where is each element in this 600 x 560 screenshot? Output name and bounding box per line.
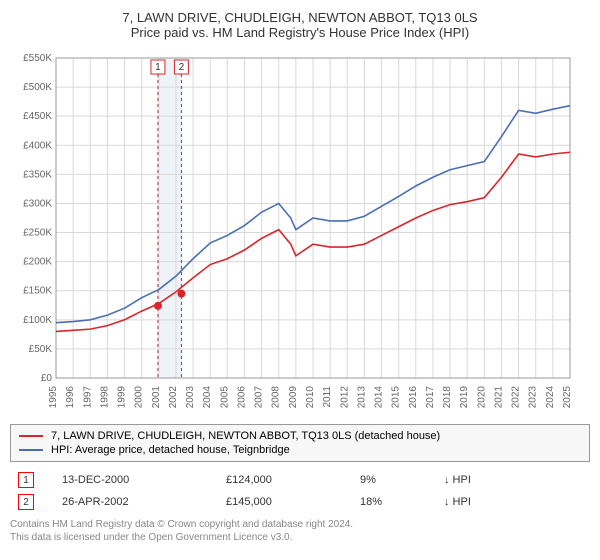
title-address: 7, LAWN DRIVE, CHUDLEIGH, NEWTON ABBOT, … [10, 10, 590, 25]
svg-text:£100K: £100K [23, 315, 52, 326]
svg-text:2000: 2000 [134, 386, 145, 409]
svg-text:2012: 2012 [339, 386, 350, 409]
svg-text:2004: 2004 [202, 386, 213, 409]
svg-text:2007: 2007 [254, 386, 265, 409]
svg-text:1997: 1997 [82, 386, 93, 409]
svg-text:2005: 2005 [219, 386, 230, 409]
legend-swatch [19, 449, 43, 451]
sale-marker: 1 [18, 472, 34, 488]
svg-text:2024: 2024 [545, 386, 556, 409]
sale-marker: 2 [18, 494, 34, 510]
svg-text:1996: 1996 [65, 386, 76, 409]
svg-text:2006: 2006 [236, 386, 247, 409]
svg-text:1: 1 [155, 62, 161, 73]
svg-text:2021: 2021 [493, 386, 504, 409]
svg-text:£350K: £350K [23, 169, 52, 180]
svg-text:2019: 2019 [459, 386, 470, 409]
title-subtitle: Price paid vs. HM Land Registry's House … [10, 25, 590, 40]
svg-text:£400K: £400K [23, 140, 52, 151]
svg-text:2014: 2014 [374, 386, 385, 409]
svg-text:2010: 2010 [305, 386, 316, 409]
sale-diff: 9% [354, 470, 436, 490]
legend-row: HPI: Average price, detached house, Teig… [19, 443, 581, 457]
sales-events-table: 1 13-DEC-2000£124,0009%↓ HPI 2 26-APR-2002£… [10, 468, 590, 514]
chart-legend: 7, LAWN DRIVE, CHUDLEIGH, NEWTON ABBOT, … [10, 424, 590, 462]
legend-row: 7, LAWN DRIVE, CHUDLEIGH, NEWTON ABBOT, … [19, 429, 581, 443]
svg-text:2016: 2016 [408, 386, 419, 409]
sale-diff: 18% [354, 492, 436, 512]
svg-text:2025: 2025 [562, 386, 573, 409]
svg-text:£450K: £450K [23, 111, 52, 122]
svg-text:£50K: £50K [29, 344, 53, 355]
svg-text:£150K: £150K [23, 286, 52, 297]
price-chart: £0 £50K £100K £150K £200K £250K £300K £350K £400… [10, 48, 590, 418]
legend-label: 7, LAWN DRIVE, CHUDLEIGH, NEWTON ABBOT, … [51, 430, 440, 442]
footer-attribution: Contains HM Land Registry data © Crown c… [10, 518, 590, 544]
svg-text:1998: 1998 [99, 386, 110, 409]
svg-text:2020: 2020 [476, 386, 487, 409]
sale-vs-hpi: ↓ HPI [438, 470, 588, 490]
svg-text:£500K: £500K [23, 82, 52, 93]
svg-text:2002: 2002 [168, 386, 179, 409]
sale-date: 13-DEC-2000 [56, 470, 218, 490]
sale-vs-hpi: ↓ HPI [438, 492, 588, 512]
legend-label: HPI: Average price, detached house, Teig… [51, 444, 290, 456]
table-row: 2 26-APR-2002£145,00018%↓ HPI [12, 492, 588, 512]
svg-text:2003: 2003 [185, 386, 196, 409]
chart-title-block: 7, LAWN DRIVE, CHUDLEIGH, NEWTON ABBOT, … [10, 10, 590, 40]
svg-text:£0: £0 [41, 373, 53, 384]
svg-text:1995: 1995 [48, 386, 59, 409]
svg-text:£550K: £550K [23, 53, 52, 64]
svg-text:2015: 2015 [391, 386, 402, 409]
svg-text:£200K: £200K [23, 257, 52, 268]
svg-text:2011: 2011 [322, 386, 333, 408]
footer-line-2: This data is licensed under the Open Gov… [10, 531, 590, 544]
svg-text:2001: 2001 [151, 386, 162, 409]
svg-text:2018: 2018 [442, 386, 453, 409]
svg-text:2009: 2009 [288, 386, 299, 409]
legend-swatch [19, 435, 43, 437]
sale-price: £145,000 [220, 492, 352, 512]
svg-text:2008: 2008 [271, 386, 282, 409]
svg-text:1999: 1999 [117, 386, 128, 409]
table-row: 1 13-DEC-2000£124,0009%↓ HPI [12, 470, 588, 490]
svg-text:2023: 2023 [528, 386, 539, 409]
sale-price: £124,000 [220, 470, 352, 490]
svg-text:2: 2 [179, 62, 185, 73]
svg-text:2022: 2022 [511, 386, 522, 409]
svg-text:£300K: £300K [23, 198, 52, 209]
sale-date: 26-APR-2002 [56, 492, 218, 512]
svg-text:2017: 2017 [425, 386, 436, 409]
svg-text:2013: 2013 [356, 386, 367, 409]
svg-text:£250K: £250K [23, 228, 52, 239]
footer-line-1: Contains HM Land Registry data © Crown c… [10, 518, 590, 531]
